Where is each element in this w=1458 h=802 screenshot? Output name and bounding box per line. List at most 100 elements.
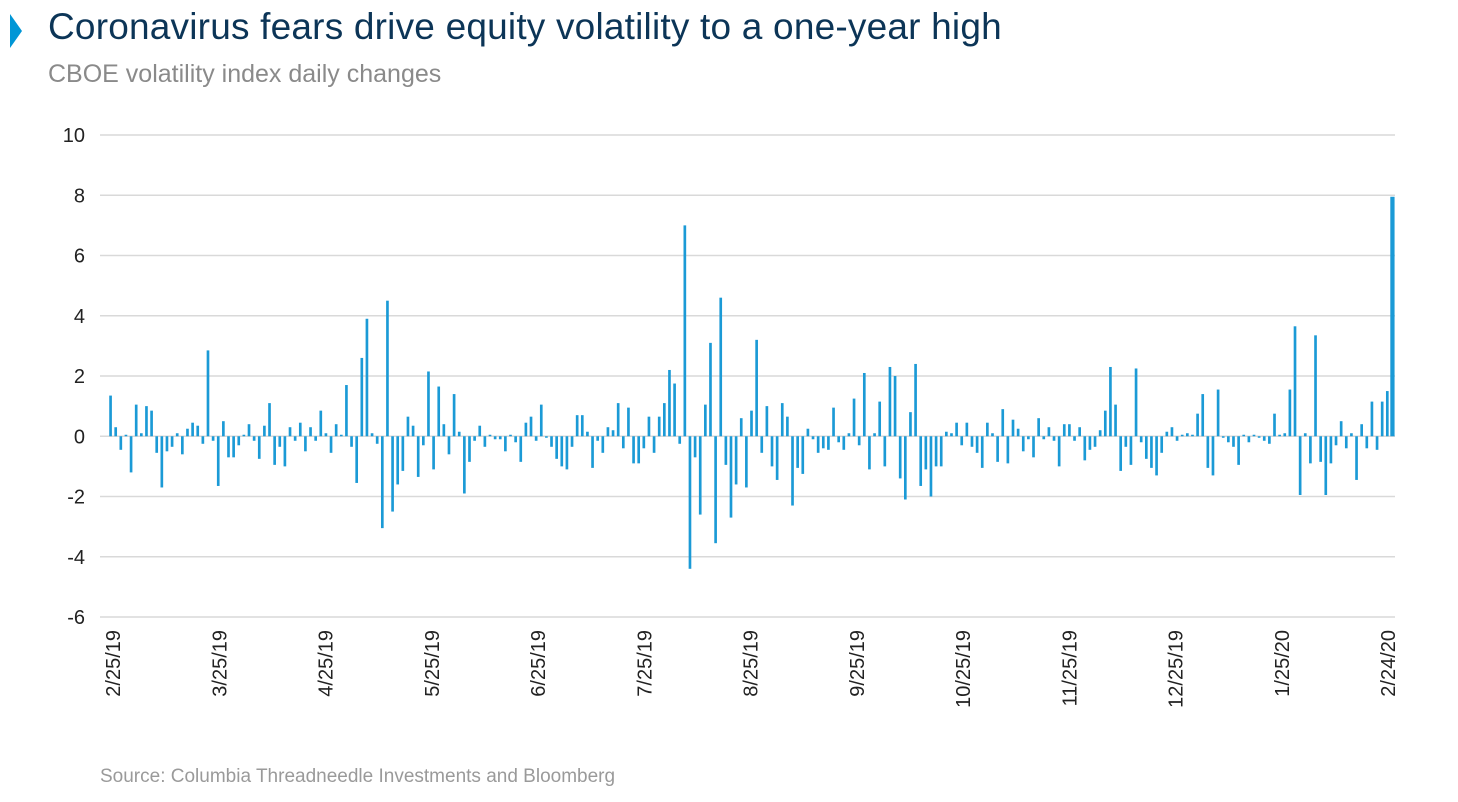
bar — [893, 376, 897, 437]
bar — [1073, 436, 1076, 441]
bar — [852, 398, 856, 437]
bar — [1196, 413, 1199, 437]
chart-title: Coronavirus fears drive equity volatilit… — [48, 6, 1002, 47]
bar — [565, 436, 569, 470]
x-tick-label: 3/25/19 — [209, 630, 231, 697]
bar — [1062, 424, 1066, 437]
bar — [1273, 413, 1276, 437]
bar — [1247, 436, 1251, 443]
bar — [765, 406, 769, 437]
bar — [883, 436, 887, 467]
bar — [339, 434, 343, 437]
bar — [1180, 434, 1184, 437]
bar — [309, 427, 312, 437]
bar — [252, 436, 256, 441]
bar — [273, 436, 276, 465]
bar — [945, 431, 948, 437]
bar — [1032, 436, 1035, 458]
bar — [827, 436, 830, 450]
y-tick-label: -6 — [67, 607, 85, 629]
bar — [698, 436, 702, 515]
bar — [1150, 436, 1153, 468]
bar — [909, 412, 912, 437]
y-tick-label: 10 — [63, 125, 85, 147]
bar — [719, 297, 723, 437]
y-axis: 10 8 6 4 2 0 -2 -4 -6 — [63, 125, 85, 629]
bar — [632, 436, 635, 464]
bar — [616, 403, 620, 437]
bar — [504, 436, 507, 452]
bar — [1083, 436, 1087, 461]
bar — [1201, 394, 1205, 437]
bar — [155, 436, 159, 453]
bar — [247, 424, 251, 437]
bar — [816, 436, 820, 453]
bar — [427, 371, 430, 437]
bar — [683, 225, 687, 437]
bar — [324, 433, 328, 437]
bar — [181, 436, 184, 455]
x-tick-label: 11/25/19 — [1059, 630, 1081, 706]
x-tick-label: 8/25/19 — [741, 630, 763, 697]
bar — [857, 436, 861, 446]
bar — [334, 424, 338, 437]
bar — [745, 436, 748, 488]
bar-series — [109, 196, 1395, 569]
bar — [1227, 436, 1230, 443]
bar — [304, 436, 307, 452]
bar — [1385, 391, 1389, 437]
bar — [1109, 366, 1112, 437]
x-tick-label: 4/25/19 — [316, 630, 338, 697]
bar — [611, 430, 615, 437]
bar — [1309, 436, 1312, 464]
bar — [1278, 434, 1281, 437]
bar — [1365, 436, 1369, 449]
bar — [1257, 436, 1261, 438]
bar — [570, 436, 574, 447]
bar — [1160, 436, 1164, 453]
bar — [514, 436, 517, 443]
bar — [1134, 368, 1138, 437]
x-tick-label: 9/25/19 — [847, 630, 869, 697]
bar — [365, 318, 369, 437]
bar — [775, 436, 779, 480]
bar — [821, 436, 825, 449]
bar — [832, 407, 835, 437]
bar — [955, 422, 958, 437]
x-tick-label: 6/25/19 — [528, 630, 550, 697]
bar — [1375, 436, 1379, 450]
bar — [1191, 434, 1194, 437]
bar — [873, 433, 876, 437]
x-tick-label: 10/25/19 — [953, 630, 975, 708]
bar — [1232, 436, 1235, 447]
bar — [970, 436, 974, 447]
bar — [996, 436, 999, 462]
bar — [1216, 389, 1220, 437]
bar — [929, 436, 933, 497]
bar — [1098, 430, 1102, 437]
x-tick-label: 1/25/20 — [1272, 630, 1294, 697]
bar — [1237, 436, 1240, 465]
bar — [760, 436, 764, 453]
bar — [1093, 436, 1097, 447]
bar — [586, 431, 589, 437]
bar — [1206, 436, 1210, 468]
bar — [539, 404, 543, 437]
bar — [447, 436, 451, 455]
bar — [1221, 436, 1225, 438]
bar — [488, 434, 492, 437]
bar — [1114, 404, 1117, 437]
bar — [1298, 436, 1302, 495]
bar — [186, 428, 189, 437]
bar — [1144, 436, 1148, 459]
bar — [150, 410, 153, 437]
bar — [452, 394, 456, 437]
bar — [842, 436, 846, 450]
bar — [524, 422, 528, 437]
bar — [791, 436, 794, 506]
bar — [114, 427, 118, 437]
bar — [647, 416, 651, 437]
bar — [1175, 436, 1179, 441]
bar — [129, 436, 133, 473]
y-tick-label: 0 — [74, 426, 85, 448]
